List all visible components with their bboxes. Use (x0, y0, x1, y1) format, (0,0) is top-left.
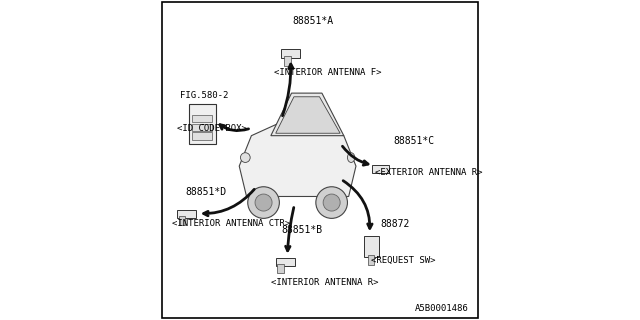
FancyBboxPatch shape (192, 132, 212, 140)
Text: FIG.580-2: FIG.580-2 (180, 91, 228, 100)
Circle shape (316, 187, 348, 218)
Text: 88851*A: 88851*A (292, 16, 334, 26)
FancyArrowPatch shape (285, 207, 294, 251)
FancyBboxPatch shape (192, 115, 212, 122)
Polygon shape (276, 97, 340, 133)
Circle shape (248, 187, 280, 218)
Ellipse shape (241, 153, 250, 163)
FancyBboxPatch shape (189, 104, 216, 144)
FancyBboxPatch shape (192, 124, 212, 131)
FancyArrowPatch shape (343, 181, 372, 228)
FancyArrowPatch shape (342, 146, 368, 165)
FancyBboxPatch shape (278, 264, 284, 273)
Text: <ID CODE BOX>: <ID CODE BOX> (177, 124, 246, 133)
Polygon shape (271, 93, 344, 136)
FancyBboxPatch shape (372, 165, 390, 173)
FancyBboxPatch shape (177, 210, 196, 218)
FancyBboxPatch shape (364, 236, 379, 257)
Text: <INTERIOR ANTENNA R>: <INTERIOR ANTENNA R> (271, 278, 379, 287)
Text: 88851*D: 88851*D (186, 187, 227, 197)
FancyArrowPatch shape (282, 64, 293, 116)
Text: <REQUEST SW>: <REQUEST SW> (371, 256, 436, 265)
Ellipse shape (348, 153, 355, 163)
Text: <INTERIOR ANTENNA F>: <INTERIOR ANTENNA F> (274, 68, 381, 77)
FancyBboxPatch shape (276, 258, 295, 266)
Polygon shape (239, 117, 356, 196)
Text: <INTERIOR ANTENNA CTR>: <INTERIOR ANTENNA CTR> (172, 219, 291, 228)
Text: <EXTERIOR ANTENNA R>: <EXTERIOR ANTENNA R> (375, 168, 483, 177)
Circle shape (323, 194, 340, 211)
FancyArrowPatch shape (204, 189, 254, 216)
Text: 88872: 88872 (380, 220, 410, 229)
FancyArrowPatch shape (220, 125, 248, 131)
Circle shape (255, 194, 272, 211)
FancyBboxPatch shape (285, 56, 291, 66)
FancyBboxPatch shape (369, 255, 374, 265)
FancyBboxPatch shape (281, 49, 300, 58)
FancyBboxPatch shape (179, 216, 185, 225)
Text: 88851*C: 88851*C (393, 136, 434, 146)
Text: 88851*B: 88851*B (282, 225, 323, 235)
Text: A5B0001486: A5B0001486 (415, 304, 468, 313)
